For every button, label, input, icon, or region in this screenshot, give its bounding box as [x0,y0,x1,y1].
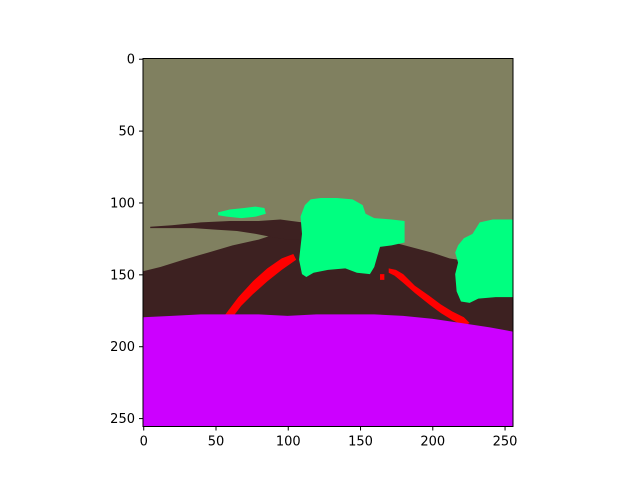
segment-region-9 [143,314,513,427]
plot-area [143,58,513,427]
segment-region-3 [218,206,266,219]
segment-region-8 [380,274,385,280]
segment-region-2 [150,219,331,240]
y-tick-label: 50 [118,125,135,140]
x-tick-label: 200 [420,435,445,450]
x-axis: 0 50 100 150 200 250 [140,426,518,450]
y-tick-label: 0 [127,53,135,68]
y-tick-label: 150 [110,268,135,283]
x-tick-label: 0 [140,435,148,450]
segment-region-4 [299,197,405,277]
y-axis: 0 50 100 150 200 250 [110,53,143,427]
x-tick-label: 50 [208,435,225,450]
x-tick-label: 150 [348,435,373,450]
x-tick-label: 100 [276,435,301,450]
x-tick-label: 250 [493,435,518,450]
y-tick-label: 200 [110,340,135,355]
plot-frame [142,58,514,427]
y-tick-label: 250 [110,412,135,427]
segment-region-6 [223,254,297,319]
y-tick-label: 100 [110,196,135,211]
segment-region-5 [455,219,513,303]
segment-region-7 [388,268,470,326]
